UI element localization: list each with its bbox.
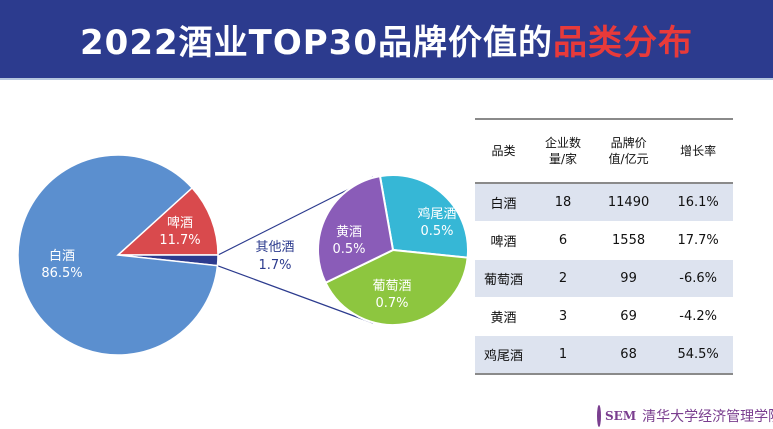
school-name: 清华大学经济管理学院 xyxy=(642,409,773,425)
cell-growth: 17.7% xyxy=(663,221,733,260)
slice-value-other: 1.7% xyxy=(258,258,291,273)
category-table: 品类 企业数量/家 品牌价值/亿元 增长率 白酒 18 11490 16.1% … xyxy=(475,118,733,375)
header-company-count-text: 企业数量/家 xyxy=(544,136,581,166)
connector-line-bottom xyxy=(217,265,374,324)
sub-pie-slice-wine xyxy=(324,248,469,326)
cell-category: 鸡尾酒 xyxy=(475,335,533,375)
cell-growth: 54.5% xyxy=(663,335,733,375)
header-brand-value-text: 品牌价值/亿元 xyxy=(608,136,649,166)
title-bar xyxy=(0,0,773,78)
cell-company-count: 1 xyxy=(532,335,594,375)
sub-pie-slice-cocktail xyxy=(378,174,470,259)
sub-slice-value-cocktail: 0.5% xyxy=(420,224,453,239)
cell-brand-value: 69 xyxy=(593,297,664,336)
category-table-container: 品类 企业数量/家 品牌价值/亿元 增长率 白酒 18 11490 16.1% … xyxy=(475,118,733,375)
slice-label-beer: 啤酒 xyxy=(167,216,193,231)
cell-brand-value: 1558 xyxy=(593,221,664,260)
school-logo: SEM 清华大学经济管理学院 xyxy=(597,403,773,429)
header-growth: 增长率 xyxy=(663,118,733,184)
cell-company-count: 6 xyxy=(532,221,594,260)
table-row: 黄酒 3 69 -4.2% xyxy=(475,297,733,336)
sub-slice-label-wine: 葡萄酒 xyxy=(372,279,411,294)
header-brand-value: 品牌价值/亿元 xyxy=(593,118,664,184)
cell-growth: -6.6% xyxy=(663,259,733,298)
cell-growth: -4.2% xyxy=(663,297,733,336)
sub-pie xyxy=(317,174,470,326)
table-row: 葡萄酒 2 99 -6.6% xyxy=(475,259,733,298)
table-row: 鸡尾酒 1 68 54.5% xyxy=(475,335,733,375)
cell-brand-value: 99 xyxy=(593,259,664,298)
slice-label-other: 其他酒 xyxy=(255,240,294,255)
cell-company-count: 18 xyxy=(532,183,594,222)
slice-value-beer: 11.7% xyxy=(159,233,200,248)
university-seal-icon xyxy=(597,405,601,427)
table-row: 白酒 18 11490 16.1% xyxy=(475,183,733,222)
slice-value-baijiu: 86.5% xyxy=(41,266,82,281)
sub-slice-label-huangjiu: 黄酒 xyxy=(336,225,362,240)
header-category: 品类 xyxy=(475,118,533,184)
table-header-row: 品类 企业数量/家 品牌价值/亿元 增长率 xyxy=(475,118,733,184)
cell-category: 黄酒 xyxy=(475,297,533,336)
sub-slice-label-cocktail: 鸡尾酒 xyxy=(417,206,456,222)
cell-category: 葡萄酒 xyxy=(475,259,533,298)
page-title: 2022酒业TOP30品牌价值的 品类分布 xyxy=(0,0,773,78)
pie-slice-baijiu xyxy=(17,154,219,356)
cell-brand-value: 68 xyxy=(593,335,664,375)
sub-slice-value-huangjiu: 0.5% xyxy=(332,242,365,257)
header-company-count: 企业数量/家 xyxy=(532,118,594,184)
title-main: 2022酒业TOP30品牌价值的 xyxy=(80,22,553,63)
title-divider xyxy=(0,78,773,80)
pie-labels: 白酒 86.5% 啤酒 11.7% 其他酒 1.7% 鸡尾酒 0.5% 葡萄酒 0.7% 黄酒 0.5… xyxy=(41,206,456,311)
cell-category: 白酒 xyxy=(475,183,533,222)
pie-slice-beer xyxy=(116,186,219,256)
table-row: 啤酒 6 1558 17.7% xyxy=(475,221,733,260)
cell-growth: 16.1% xyxy=(663,183,733,222)
sem-logo-text: SEM xyxy=(605,409,637,423)
slice-label-baijiu: 白酒 xyxy=(49,248,75,264)
title-highlight: 品类分布 xyxy=(552,22,693,63)
cell-company-count: 3 xyxy=(532,297,594,336)
cell-company-count: 2 xyxy=(532,259,594,298)
sub-slice-value-wine: 0.7% xyxy=(375,296,408,311)
cell-brand-value: 11490 xyxy=(593,183,664,222)
sub-pie-slice-huangjiu xyxy=(317,174,395,285)
cell-category: 啤酒 xyxy=(475,221,533,260)
main-pie xyxy=(17,154,219,356)
